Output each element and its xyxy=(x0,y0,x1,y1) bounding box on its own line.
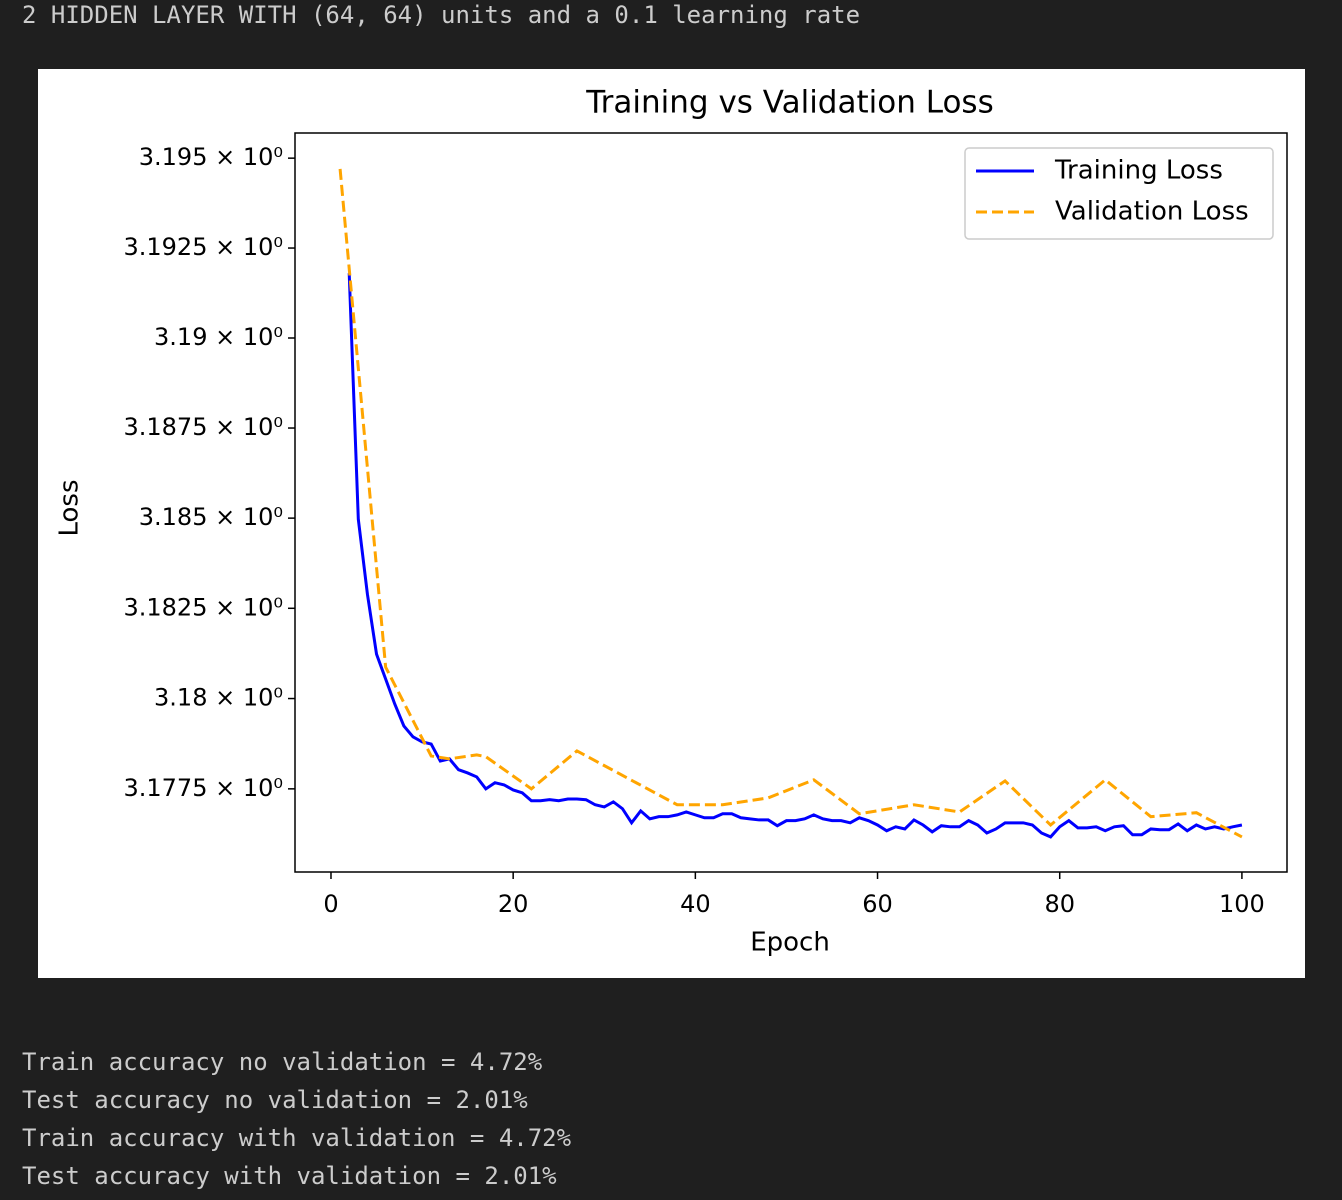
series-line xyxy=(338,168,1243,839)
x-tick-label: 80 xyxy=(1044,890,1075,918)
cell-header: 2 HIDDEN LAYER WITH (64, 64) units and a… xyxy=(22,1,861,29)
output-line: Train accuracy no validation = 4.72% xyxy=(22,1048,543,1076)
y-tick-label: 3.195 × 10⁰ xyxy=(139,143,283,171)
y-tick-label: 3.19 × 10⁰ xyxy=(154,323,283,351)
chart-title: Training vs Validation Loss xyxy=(585,85,993,121)
output-line: Train accuracy with validation = 4.72% xyxy=(22,1124,572,1152)
y-tick-label: 3.185 × 10⁰ xyxy=(139,503,283,531)
y-tick-label: 3.1775 × 10⁰ xyxy=(123,774,283,802)
y-tick-label: 3.1825 × 10⁰ xyxy=(123,593,283,621)
y-tick-label: 3.1925 × 10⁰ xyxy=(123,233,283,261)
axes-frame xyxy=(294,132,1288,873)
x-tick-label: 40 xyxy=(680,890,711,918)
x-tick-label: 100 xyxy=(1219,890,1265,918)
y-tick-label: 3.18 × 10⁰ xyxy=(154,684,283,712)
legend-label: Validation Loss xyxy=(1055,197,1249,227)
chart: Training vs Validation Loss Epoch Loss 0… xyxy=(38,69,1305,978)
legend-box xyxy=(964,147,1274,240)
x-tick-label: 20 xyxy=(498,890,529,918)
output-line: Test accuracy with validation = 2.01% xyxy=(22,1162,557,1190)
x-axis-label: Epoch xyxy=(750,928,830,958)
y-tick-label: 3.1875 × 10⁰ xyxy=(123,413,283,441)
legend-label: Training Loss xyxy=(1054,156,1223,186)
output-line: Test accuracy no validation = 2.01% xyxy=(22,1086,528,1114)
x-tick-label: 0 xyxy=(323,890,338,918)
x-tick-label: 60 xyxy=(862,890,893,918)
series-line xyxy=(347,273,1243,839)
y-axis-label: Loss xyxy=(55,479,85,536)
